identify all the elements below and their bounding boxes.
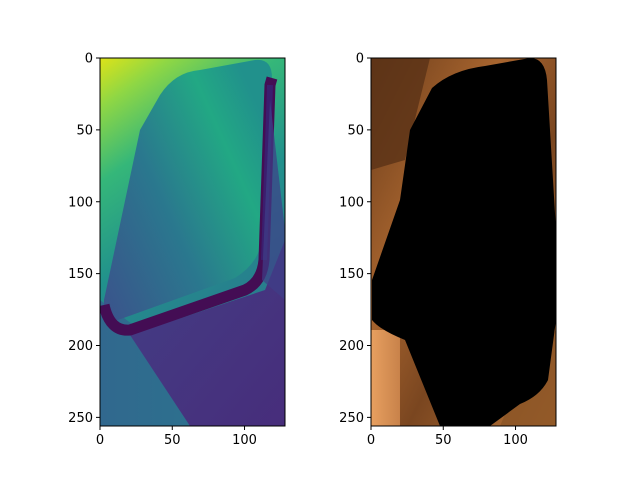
left-ytick-label: 0 [85, 52, 93, 67]
right-image [371, 58, 556, 426]
left-ytick-label: 250 [68, 411, 93, 426]
left-axes-frame [99, 57, 286, 427]
right-ytick-label: 150 [339, 267, 364, 282]
left-ytick-label: 150 [68, 267, 93, 282]
right-ytick-label: 200 [339, 339, 364, 354]
right-ytick-label: 50 [347, 123, 364, 138]
right-axes-frame [370, 57, 557, 427]
left-xtick-label: 100 [232, 433, 257, 448]
right-xtick-label: 100 [503, 433, 528, 448]
right-xtick-label: 50 [435, 433, 452, 448]
right-ytick-label: 100 [339, 195, 364, 210]
left-xtick-label: 0 [96, 433, 104, 448]
right-xtick-label: 0 [367, 433, 375, 448]
left-ytick-label: 50 [76, 123, 93, 138]
left-ytick-label: 100 [68, 195, 93, 210]
left-image [100, 58, 285, 426]
left-xtick-label: 50 [164, 433, 181, 448]
left-ytick-label: 200 [68, 339, 93, 354]
right-ytick-label: 250 [339, 411, 364, 426]
right-ytick-label: 0 [356, 52, 364, 67]
